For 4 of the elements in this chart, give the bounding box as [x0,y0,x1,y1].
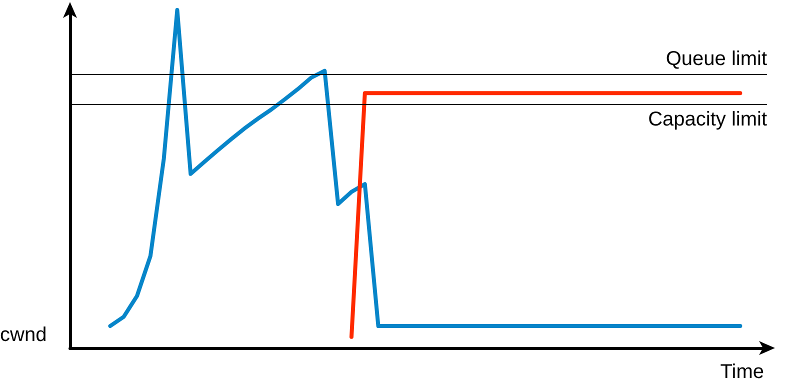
ref-line-label: Queue limit [666,48,768,70]
x-axis-title: Time [720,361,764,383]
ref-line-label: Capacity limit [648,108,768,131]
y-axis-title: cwnd [0,324,47,346]
